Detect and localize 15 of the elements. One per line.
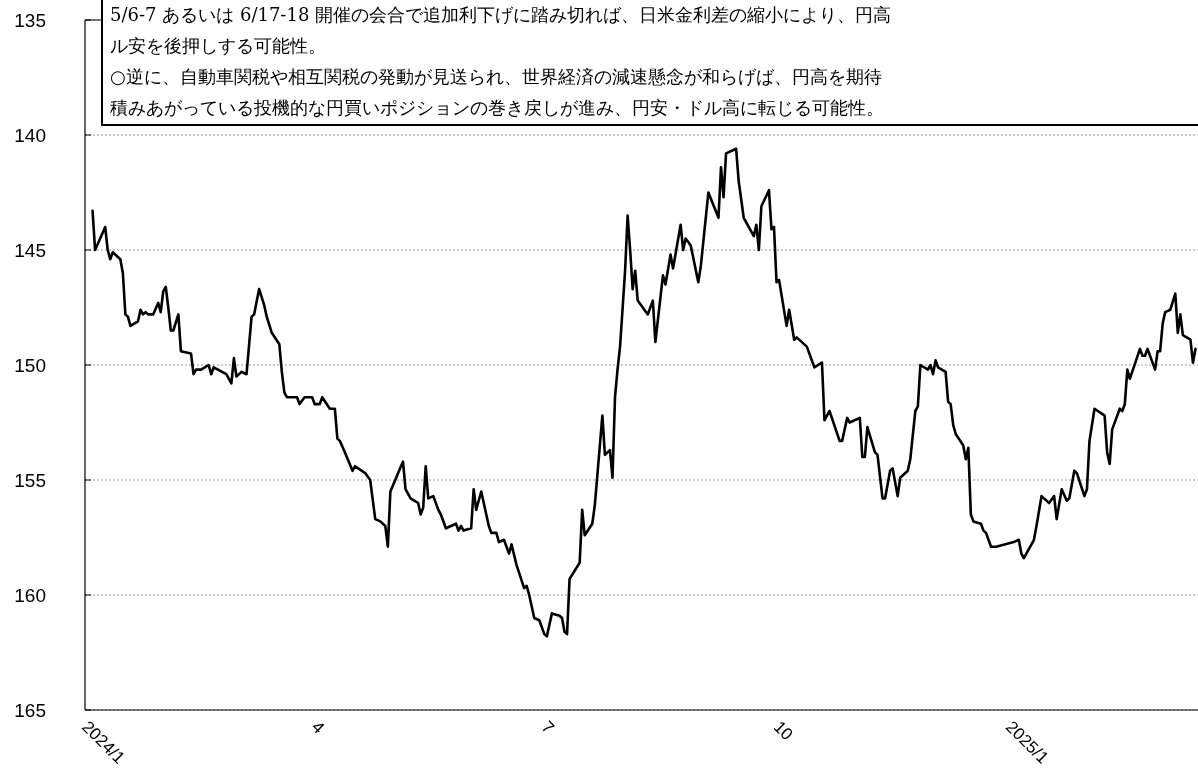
annotation: ル安を後押しする可能性。 bbox=[110, 34, 326, 56]
y-tick-label: 140 bbox=[14, 124, 46, 146]
x-tick-label: 4 bbox=[307, 717, 329, 738]
annotation: ○逆に、自動車関税や相互関税の発動が見送られ、世界経済の減速懸念が和らげば、円高を期待 bbox=[110, 65, 882, 87]
y-tick-label: 150 bbox=[14, 354, 46, 376]
y-tick-label: 155 bbox=[14, 469, 46, 491]
annotation: 5/6-7 あるいは 6/17-18 開催の会合で追加利下げに踏み切れば、日米金利差の縮小により、円高 bbox=[110, 3, 892, 25]
x-tick-label: 10 bbox=[769, 717, 797, 745]
line-series bbox=[91, 147, 1197, 638]
y-tick-label: 160 bbox=[14, 584, 46, 606]
y-tick-label: 135 bbox=[14, 9, 46, 31]
annotation: 積みあがっている投機的な円買いポジションの巻き戻しが進み、円安・ドル高に転じる可能性。 bbox=[110, 96, 884, 118]
x-tick-label: 7 bbox=[537, 717, 558, 738]
y-tick-label: 145 bbox=[14, 239, 46, 261]
y-tick-label: 165 bbox=[14, 699, 46, 721]
